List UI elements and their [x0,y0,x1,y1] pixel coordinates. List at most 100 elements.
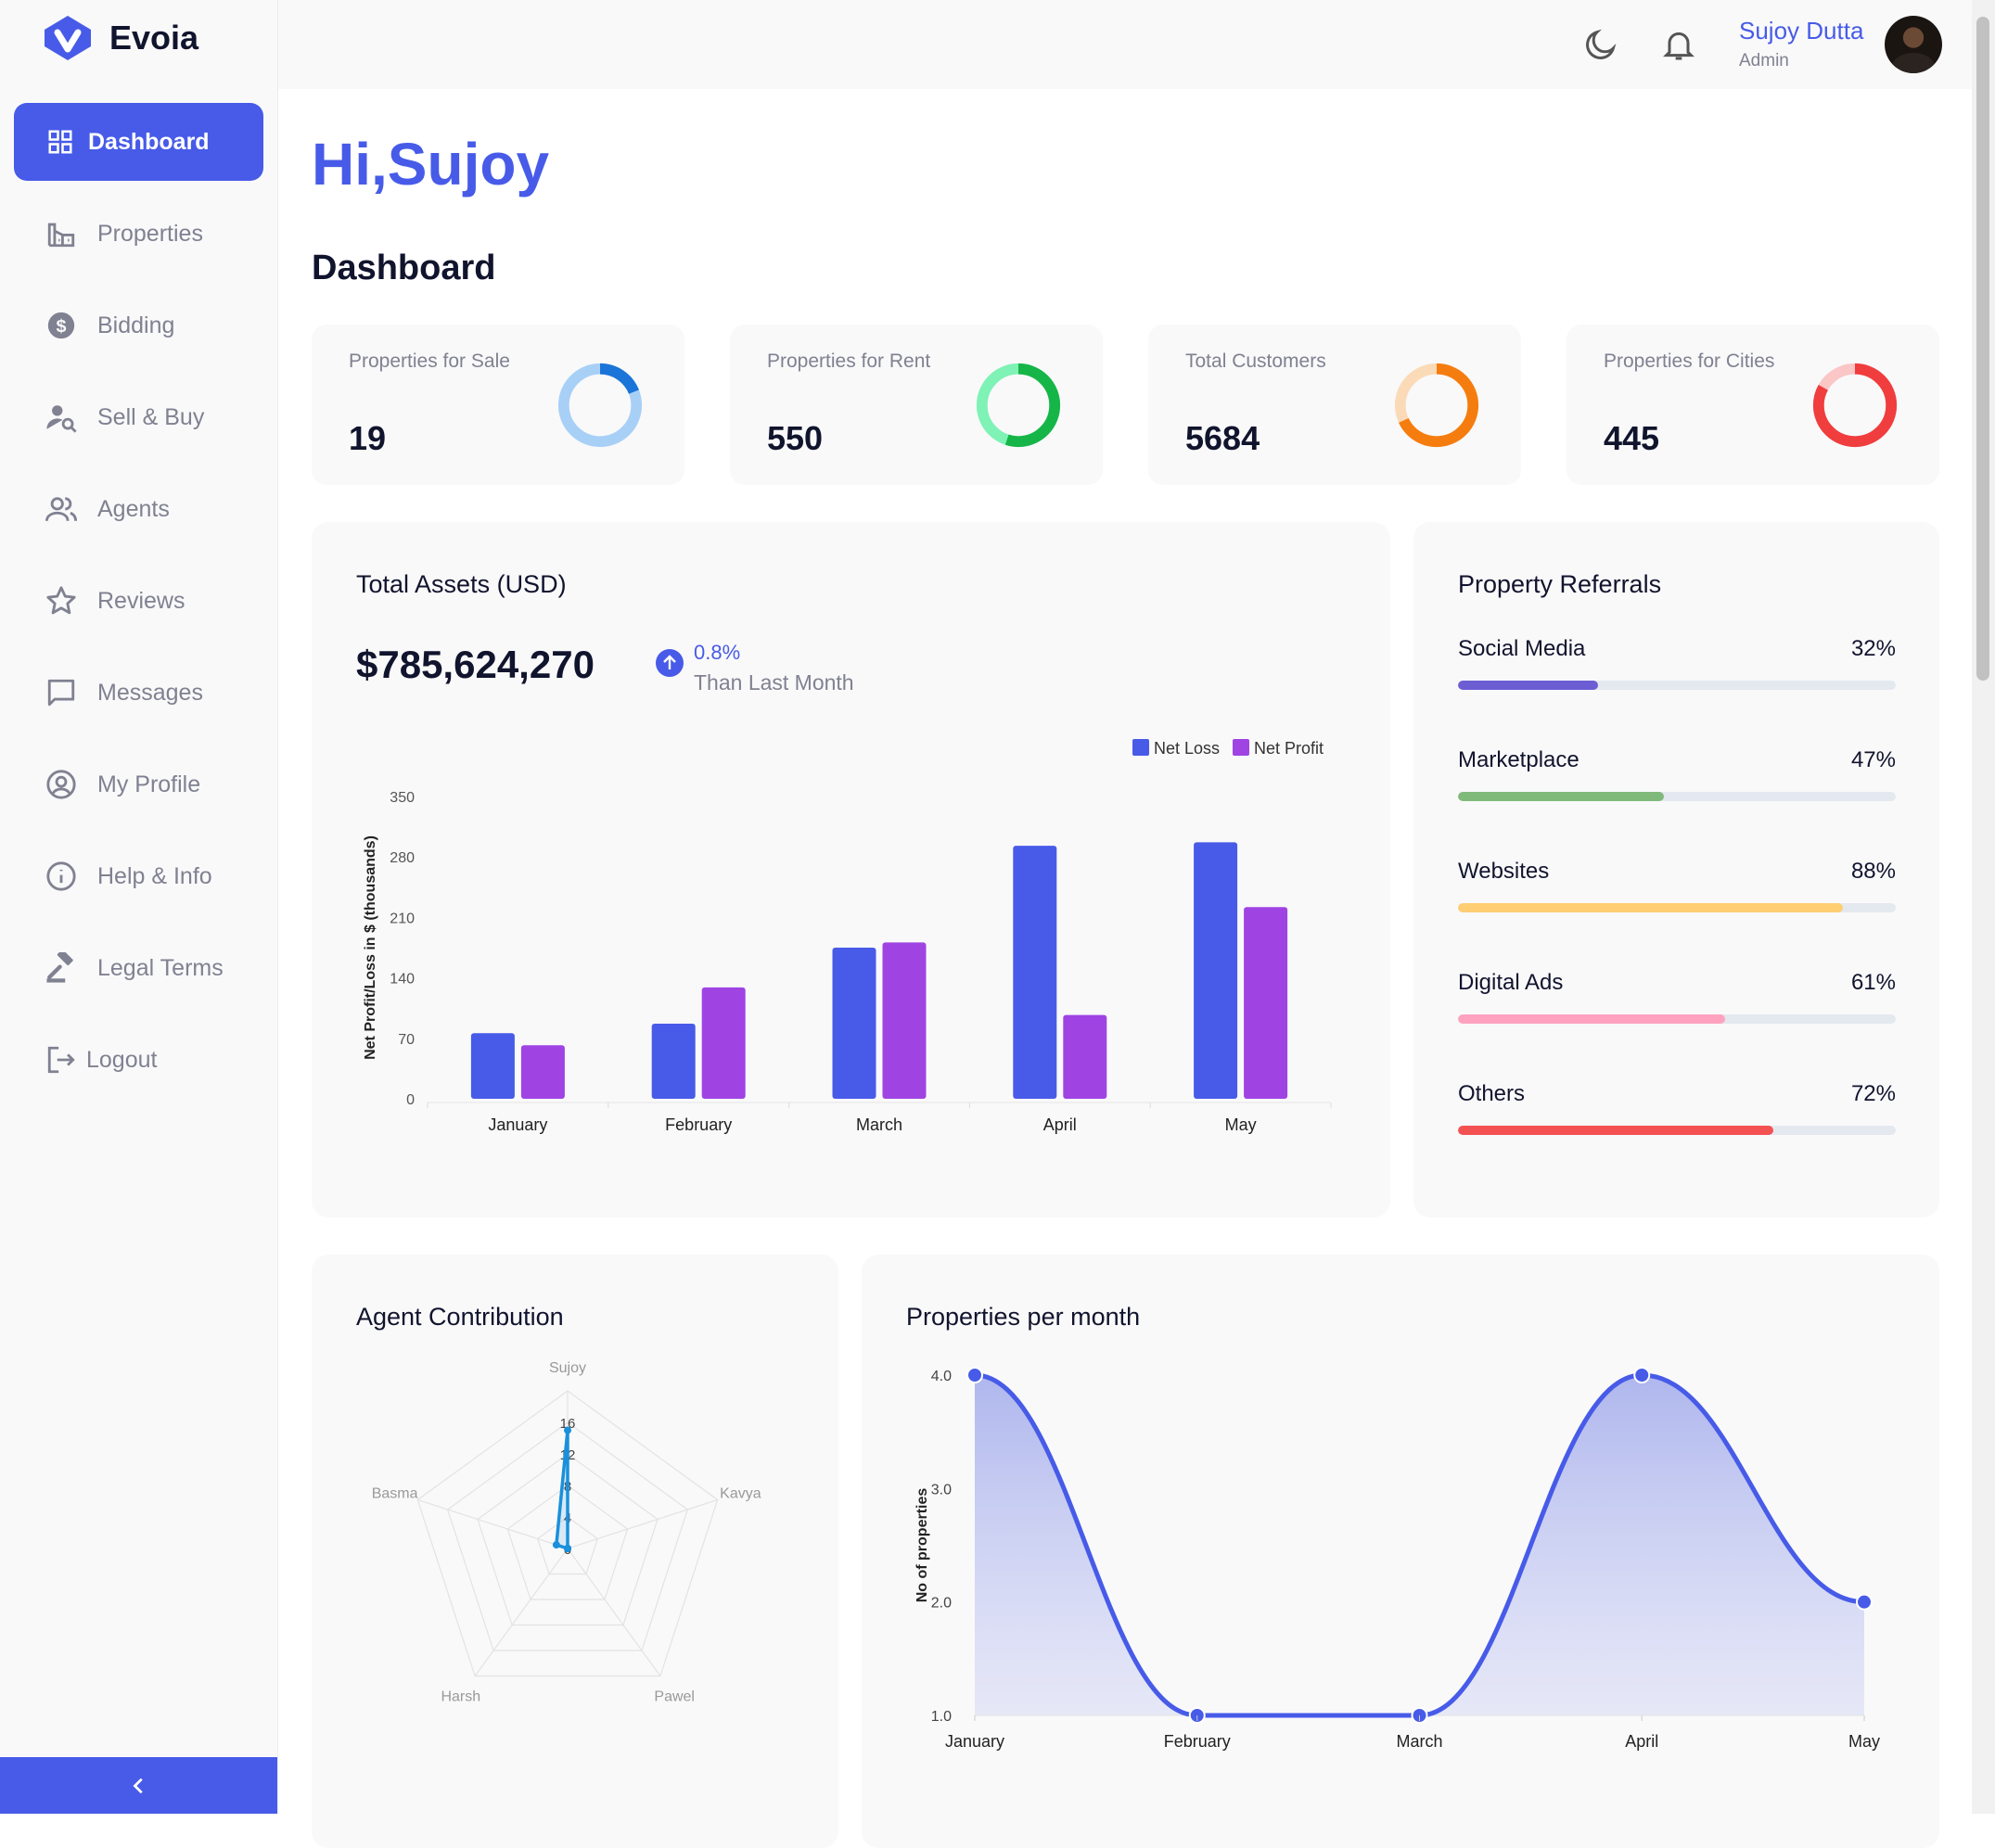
sidebar-item-label: Bidding [97,312,175,338]
total-assets-panel: Total Assets (USD) $785,624,270 0.8% Tha… [312,522,1390,1217]
y-tick-label: 140 [390,972,415,988]
stat-value: 5684 [1185,419,1260,457]
stat-ring [1812,363,1898,448]
logout-icon [47,1046,75,1074]
bar-net-profit [1244,907,1288,1099]
brand-logo[interactable]: Evoia [41,14,198,62]
radar-axis-label: Sujoy [549,1360,586,1376]
sidebar-item-label: Dashboard [88,128,210,155]
dashboard-icon [48,130,72,154]
sidebar-item-logout[interactable]: Logout [14,1021,263,1099]
agent-contribution-panel: Agent Contribution Sujoy Kavya Pawel Harsh B… [312,1255,838,1848]
y-tick-label: 3.0 [931,1482,952,1498]
evoia-logo-icon [45,16,91,60]
bar-net-loss [470,1033,515,1099]
stat-label: Total Customers [1185,350,1326,372]
referral-track [1458,792,1896,801]
stat-card-sale: Properties for Sale 19 [312,325,684,485]
stat-value: 19 [349,419,387,457]
bar-net-profit [520,1045,565,1099]
sidebar-item-bidding[interactable]: $ Bidding [14,287,263,364]
sidebar-item-sell-buy[interactable]: Sell & Buy [14,378,263,456]
referral-percent: 47% [1850,747,1896,772]
stat-ring [976,363,1061,448]
referral-row: Others 72% [1458,1081,1896,1155]
y-tick-label: 70 [398,1032,415,1048]
x-tick-label: April [1625,1732,1658,1751]
info-icon [46,861,76,891]
ring-progress [976,363,1061,448]
user-role: Admin [1739,51,1789,70]
radar-spoke [474,1548,569,1676]
y-axis-label: No of properties [914,1488,930,1603]
stat-ring [557,363,643,448]
referral-label: Digital Ads [1458,970,1564,995]
bell-icon[interactable] [1660,26,1697,63]
people-icon [45,497,77,521]
ring-progress [1394,363,1479,448]
topbar: Sujoy Dutta Admin [278,0,1972,89]
star-icon [46,586,76,615]
referral-row: Digital Ads 61% [1458,970,1896,1044]
radar-axis-label: Kavya [720,1485,761,1501]
sidebar-item-agents[interactable]: Agents [14,470,263,548]
stat-ring [1394,363,1479,448]
radar-spoke [417,1498,569,1549]
radar-point [564,1545,571,1552]
bar-net-profit [882,942,927,1099]
brand-name: Evoia [109,19,199,57]
bar-net-loss [832,948,876,1099]
sidebar-item-dashboard[interactable]: Dashboard [14,103,263,181]
y-tick-label: 4.0 [931,1369,952,1384]
bar-net-profit [701,987,746,1099]
x-tick-label: March [1396,1732,1442,1751]
sidebar-item-label: Legal Terms [97,954,224,981]
svg-text:$: $ [56,316,66,337]
x-tick-label: May [1848,1732,1880,1751]
x-tick-label: January [488,1115,547,1134]
sidebar: Evoia Dashboard Properties $ Bidding [0,0,278,1814]
y-tick-label: 210 [390,911,415,926]
chevron-left-icon [132,1778,143,1793]
sidebar-item-reviews[interactable]: Reviews [14,562,263,640]
radar-grid-ring [446,1421,689,1651]
property-referrals-panel: Property Referrals Social Media 32% Mark… [1413,522,1939,1217]
area-line [974,1372,1865,1718]
bar-net-loss [1013,846,1057,1099]
stat-value: 550 [767,419,824,457]
referral-label: Marketplace [1458,747,1579,772]
bar-net-loss [651,1023,696,1099]
x-tick-label: February [1164,1732,1231,1751]
area-point [966,1367,983,1383]
sidebar-item-label: Messages [97,679,203,706]
assets-change-note: Than Last Month [694,670,854,695]
page-scrollbar[interactable] [1972,0,1995,1814]
building-icon [47,223,75,248]
x-tick-label: April [1043,1115,1077,1134]
panel-title: Total Assets (USD) [356,570,567,598]
scrollbar-thumb[interactable] [1976,17,1989,681]
y-tick-label: 350 [390,790,415,806]
sidebar-item-legal-terms[interactable]: Legal Terms [14,929,263,1007]
sidebar-item-properties[interactable]: Properties [14,195,263,273]
sidebar-item-messages[interactable]: Messages [14,654,263,732]
properties-area-chart: 1.0 2.0 3.0 4.0 No of properties January Febru… [914,1367,1880,1751]
radar-point [564,1426,571,1434]
stat-label: Properties for Sale [349,350,510,372]
sidebar-item-label: Reviews [97,587,185,614]
y-tick-label: 1.0 [931,1709,952,1725]
sidebar-collapse-button[interactable] [0,1757,277,1814]
bar-net-profit [1063,1014,1107,1099]
user-name[interactable]: Sujoy Dutta [1739,17,1864,45]
profile-icon [46,770,76,799]
avatar[interactable] [1885,16,1942,73]
stat-value: 445 [1604,419,1660,457]
x-tick-label: March [856,1115,902,1134]
legend-label: Net Loss [1154,739,1220,758]
moon-icon[interactable] [1582,26,1619,63]
radar-grid-ring [477,1453,659,1626]
sidebar-item-help-info[interactable]: Help & Info [14,837,263,915]
radar-axis-label: Pawel [654,1689,695,1705]
gavel-icon [46,952,73,983]
sidebar-item-my-profile[interactable]: My Profile [14,746,263,823]
